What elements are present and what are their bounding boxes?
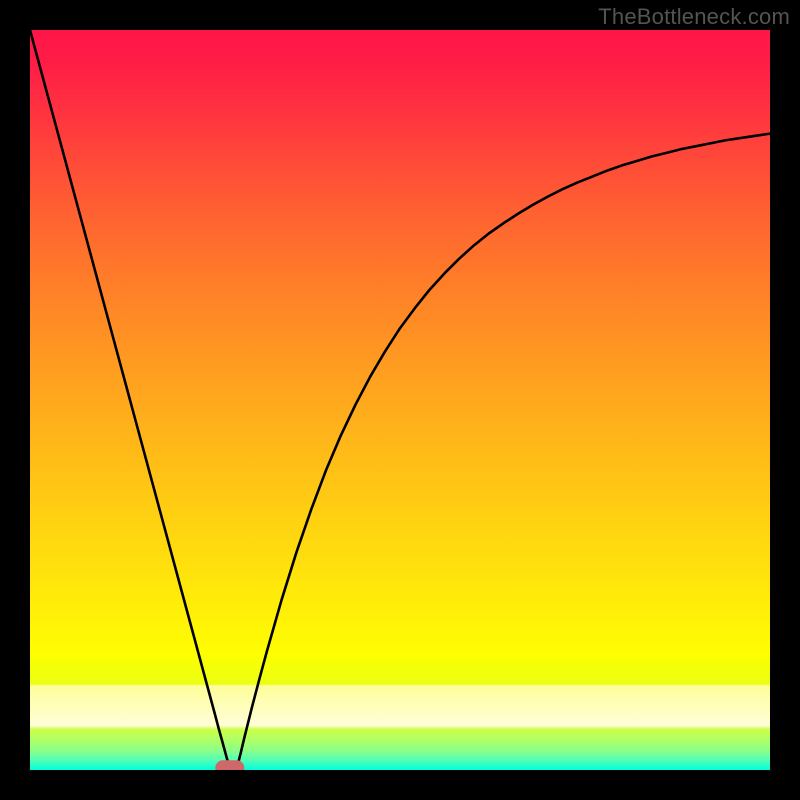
bottleneck-chart [0,0,800,800]
bottleneck-chart-container: TheBottleneck.com [0,0,800,800]
watermark-text: TheBottleneck.com [598,4,790,30]
gradient-plot-background [30,30,770,770]
